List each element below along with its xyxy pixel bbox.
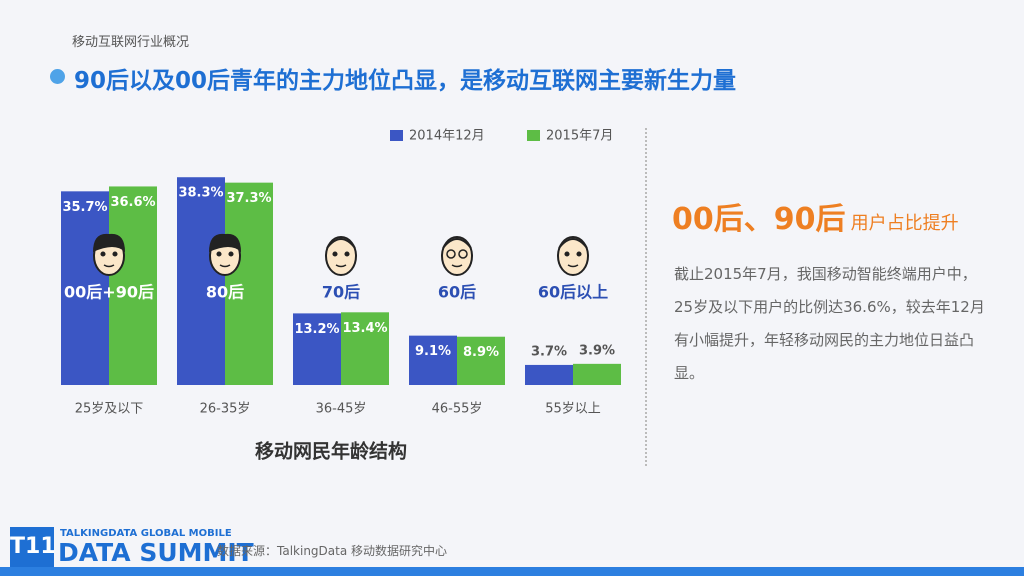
x-tick-label: 46-55岁: [432, 402, 483, 417]
value-label: 9.1%: [415, 344, 451, 359]
headline-suffix: 用户占比提升: [850, 213, 959, 234]
value-label: 3.7%: [531, 344, 567, 359]
bar: [109, 186, 157, 385]
section-label: 移动互联网行业概况: [72, 35, 190, 50]
hair: [558, 238, 588, 249]
bar: [409, 335, 457, 385]
divider: [645, 128, 647, 466]
face-icon: [93, 233, 125, 276]
logo-top: TALKINGDATA GLOBAL MOBILE: [60, 528, 232, 539]
group-label: 60后: [438, 283, 476, 302]
value-label: 37.3%: [226, 191, 271, 206]
hair: [209, 233, 241, 252]
face-icon: [325, 236, 357, 276]
eye: [344, 251, 350, 257]
legend-label: 2014年12月: [409, 129, 485, 144]
x-tick-label: 36-45岁: [316, 402, 367, 417]
x-tick-label: 26-35岁: [200, 402, 251, 417]
value-label: 36.6%: [110, 195, 155, 210]
bar: [341, 312, 389, 385]
group-label: 70后: [322, 283, 360, 302]
face-icon: [441, 236, 473, 276]
legend-label: 2015年7月: [546, 129, 613, 144]
hair: [326, 238, 356, 249]
value-label: 35.7%: [62, 200, 107, 215]
headline-main: 00后、90后: [672, 202, 846, 237]
value-label: 3.9%: [579, 343, 615, 358]
mouth: [567, 264, 579, 268]
logo-main: DATA SUMMIT: [58, 538, 254, 567]
face: [441, 236, 473, 276]
bar: [177, 177, 225, 385]
value-label: 38.3%: [178, 186, 223, 201]
insight-body: 截止2015年7月，我国移动智能终端用户中，25岁及以下用户的比例达36.6%，…: [674, 265, 985, 382]
group-label: 60后以上: [538, 283, 608, 302]
face-icon: [557, 236, 589, 276]
chart-title: 移动网民年龄结构: [255, 440, 407, 463]
mouth: [451, 264, 463, 268]
group-label: 00后+90后: [64, 283, 154, 302]
eye: [564, 251, 570, 257]
x-tick-label: 25岁及以下: [75, 402, 144, 417]
hair: [93, 233, 125, 252]
eye: [112, 251, 118, 257]
face: [557, 236, 589, 276]
eye: [332, 251, 338, 257]
source-note: 数据来源：TalkingData 移动数据研究中心: [217, 544, 448, 558]
mouth: [103, 264, 115, 268]
value-label: 13.4%: [342, 321, 387, 336]
group-label: 80后: [206, 283, 244, 302]
bar: [573, 363, 621, 385]
bar: [525, 364, 573, 385]
bar: [225, 182, 273, 385]
mouth: [219, 264, 231, 268]
face-icon: [209, 233, 241, 276]
bar: [61, 191, 109, 385]
title-bullet: [50, 69, 65, 84]
slide-title: 90后以及00后青年的主力地位凸显，是移动互联网主要新生力量: [74, 68, 737, 94]
insight-headline: 00后、90后 用户占比提升: [672, 194, 959, 238]
legend-swatch: [527, 130, 540, 141]
eye: [228, 251, 234, 257]
hair: [442, 238, 472, 249]
eye: [576, 251, 582, 257]
bar: [457, 336, 505, 385]
value-label: 13.2%: [294, 322, 339, 337]
eye: [216, 251, 222, 257]
mouth: [335, 264, 347, 268]
eye: [446, 249, 456, 259]
eye: [458, 249, 468, 259]
x-tick-label: 55岁以上: [545, 402, 601, 417]
bar: [293, 313, 341, 385]
face: [325, 236, 357, 276]
eye: [100, 251, 106, 257]
footer-bar: [0, 567, 1024, 576]
legend-swatch: [390, 130, 403, 141]
logo-badge: T11: [10, 527, 56, 567]
value-label: 8.9%: [463, 345, 499, 360]
